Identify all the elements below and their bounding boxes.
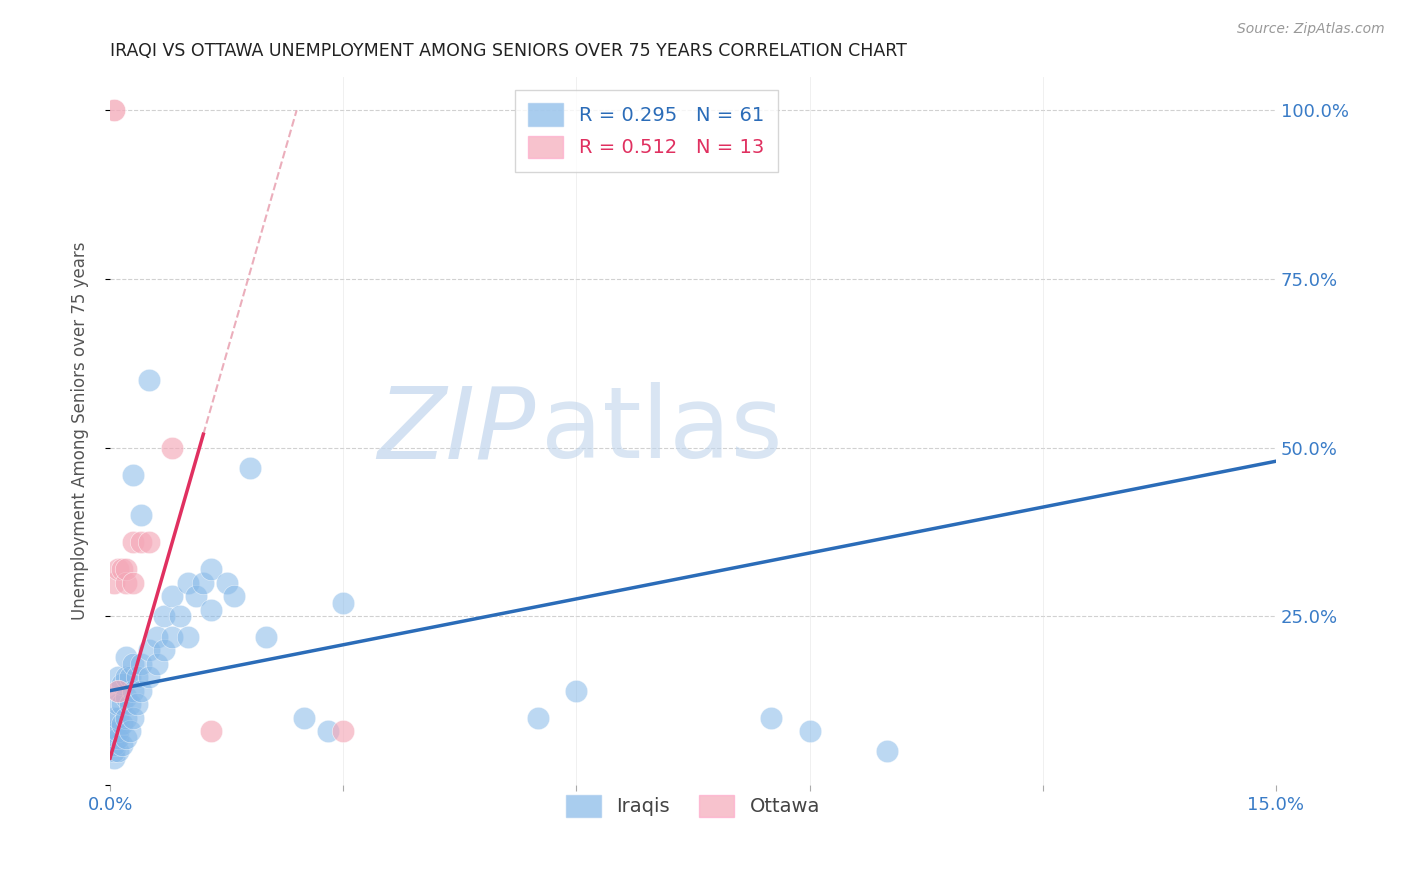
- Point: [114, 711, 136, 725]
- Text: ZIP: ZIP: [377, 383, 536, 479]
- Point: [107, 724, 129, 739]
- Point: [127, 697, 149, 711]
- Point: [103, 724, 125, 739]
- Point: [111, 562, 134, 576]
- Point: [526, 711, 548, 725]
- Point: [759, 711, 782, 725]
- Point: [876, 744, 898, 758]
- Point: [332, 596, 354, 610]
- Point: [145, 630, 167, 644]
- Point: [138, 373, 160, 387]
- Point: [114, 562, 136, 576]
- Point: [193, 575, 215, 590]
- Point: [200, 602, 222, 616]
- Point: [103, 744, 125, 758]
- Point: [107, 683, 129, 698]
- Point: [107, 711, 129, 725]
- Point: [254, 630, 277, 644]
- Point: [162, 589, 184, 603]
- Point: [127, 670, 149, 684]
- Point: [114, 649, 136, 664]
- Point: [107, 562, 129, 576]
- Point: [224, 589, 246, 603]
- Point: [118, 724, 141, 739]
- Point: [162, 630, 184, 644]
- Point: [114, 670, 136, 684]
- Point: [129, 657, 152, 671]
- Point: [111, 677, 134, 691]
- Point: [107, 697, 129, 711]
- Point: [114, 690, 136, 705]
- Point: [122, 657, 145, 671]
- Point: [107, 744, 129, 758]
- Point: [103, 575, 125, 590]
- Point: [122, 711, 145, 725]
- Point: [129, 683, 152, 698]
- Point: [153, 643, 176, 657]
- Point: [114, 731, 136, 745]
- Point: [122, 467, 145, 482]
- Point: [565, 683, 588, 698]
- Point: [169, 609, 191, 624]
- Text: IRAQI VS OTTAWA UNEMPLOYMENT AMONG SENIORS OVER 75 YEARS CORRELATION CHART: IRAQI VS OTTAWA UNEMPLOYMENT AMONG SENIO…: [110, 42, 907, 60]
- Legend: Iraqis, Ottawa: Iraqis, Ottawa: [558, 787, 828, 825]
- Point: [332, 724, 354, 739]
- Point: [145, 657, 167, 671]
- Point: [292, 711, 315, 725]
- Point: [138, 670, 160, 684]
- Text: atlas: atlas: [541, 383, 783, 479]
- Point: [103, 731, 125, 745]
- Point: [184, 589, 207, 603]
- Y-axis label: Unemployment Among Seniors over 75 years: Unemployment Among Seniors over 75 years: [72, 242, 89, 620]
- Point: [799, 724, 821, 739]
- Point: [177, 575, 200, 590]
- Point: [111, 697, 134, 711]
- Point: [239, 461, 262, 475]
- Point: [107, 683, 129, 698]
- Point: [138, 535, 160, 549]
- Point: [114, 575, 136, 590]
- Point: [107, 670, 129, 684]
- Point: [118, 670, 141, 684]
- Point: [111, 717, 134, 731]
- Point: [162, 441, 184, 455]
- Point: [103, 103, 125, 118]
- Point: [107, 731, 129, 745]
- Point: [138, 643, 160, 657]
- Point: [103, 751, 125, 765]
- Point: [215, 575, 238, 590]
- Point: [316, 724, 339, 739]
- Point: [177, 630, 200, 644]
- Point: [200, 724, 222, 739]
- Point: [103, 738, 125, 752]
- Point: [153, 609, 176, 624]
- Text: Source: ZipAtlas.com: Source: ZipAtlas.com: [1237, 22, 1385, 37]
- Point: [122, 575, 145, 590]
- Point: [111, 738, 134, 752]
- Point: [103, 711, 125, 725]
- Point: [118, 697, 141, 711]
- Point: [129, 535, 152, 549]
- Point: [200, 562, 222, 576]
- Point: [129, 508, 152, 523]
- Point: [122, 535, 145, 549]
- Point: [122, 683, 145, 698]
